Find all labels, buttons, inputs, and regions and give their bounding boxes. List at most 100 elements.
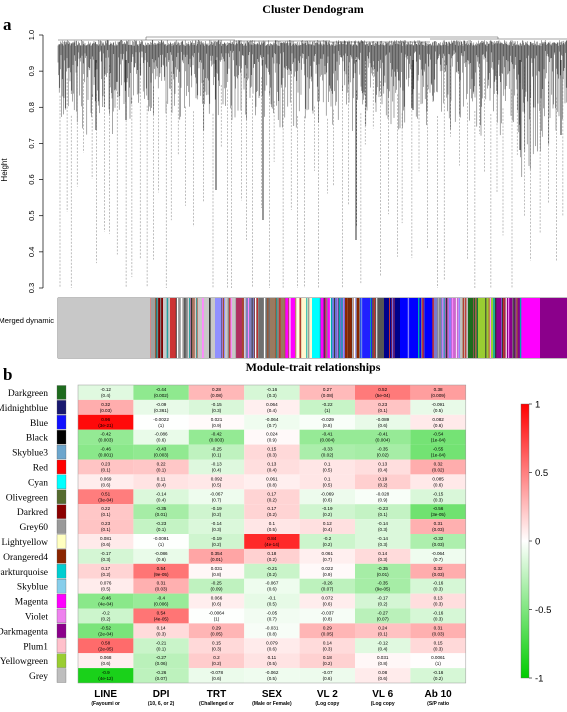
module-color-stripe — [394, 298, 395, 358]
module-color-stripe — [370, 298, 371, 358]
cell-correlation: 0.082 — [432, 417, 444, 422]
legend-tick-label: 0 — [535, 537, 540, 548]
cell-correlation: 0.15 — [434, 640, 443, 645]
cell-pvalue: (0.6) — [323, 602, 333, 607]
module-color-stripe — [255, 298, 256, 358]
cell-pvalue: (0.4) — [156, 482, 166, 487]
cell-pvalue: (0.8) — [323, 617, 333, 622]
cell-correlation: -0.1 — [268, 596, 276, 601]
cell-correlation: 0.54 — [157, 611, 166, 616]
cell-pvalue: (0.6) — [156, 438, 166, 443]
cell-pvalue: (0.9) — [212, 423, 222, 428]
row-label: Darkmagenta — [0, 627, 49, 637]
cell-correlation: 0.061 — [266, 476, 278, 481]
cell-correlation: 0.061 — [322, 551, 334, 556]
cell-correlation: 0.13 — [267, 462, 276, 467]
cell-correlation: 0.23 — [378, 402, 387, 407]
cell-correlation: -0.26 — [322, 581, 333, 586]
row-color-swatch — [57, 654, 66, 668]
cell-pvalue: (0.5) — [267, 602, 277, 607]
y-tick-label: 0.7 — [27, 138, 36, 148]
cell-pvalue: (0.003) — [209, 438, 224, 443]
cell-correlation: 0.14 — [378, 551, 387, 556]
module-color-stripe — [222, 298, 223, 358]
row-color-swatch — [57, 430, 66, 444]
legend-tick-label: 1 — [535, 400, 540, 411]
cell-pvalue: (0.8) — [323, 423, 333, 428]
row-label: Darkturquoise — [0, 568, 48, 578]
row-label: Plum1 — [23, 642, 48, 652]
module-color-stripe — [452, 298, 453, 358]
cell-correlation: 0.069 — [100, 476, 112, 481]
cell-pvalue: (0.2) — [378, 602, 388, 607]
cell-pvalue: (0.02) — [321, 453, 333, 458]
cell-pvalue: (0.3) — [212, 527, 222, 532]
column-label: TRT — [207, 689, 226, 700]
heatmap-color-legend: 10.50-0.5-1 — [521, 400, 551, 685]
module-color-stripe — [439, 298, 441, 358]
module-color-stripe — [196, 298, 197, 358]
cell-correlation: -0.2 — [102, 611, 110, 616]
module-color-stripe — [520, 298, 521, 358]
cell-pvalue: (0.3) — [433, 587, 443, 592]
dendrogram-leaves — [60, 60, 563, 288]
cell-correlation: -0.46 — [100, 596, 111, 601]
row-label: Red — [33, 463, 49, 473]
row-label: Violet — [25, 612, 49, 622]
cell-pvalue: (0.1) — [378, 408, 388, 413]
row-color-swatch — [57, 609, 66, 623]
cell-pvalue: (0.2) — [212, 661, 222, 666]
cell-pvalue: (0.8) — [378, 661, 388, 666]
cell-correlation: 0.1 — [269, 521, 276, 526]
cell-pvalue: (0.6) — [323, 497, 333, 502]
cell-pvalue: (0.7) — [267, 617, 277, 622]
module-color-stripe — [489, 298, 490, 358]
cell-correlation: -0.031 — [265, 625, 278, 630]
cell-pvalue: (0.05) — [210, 631, 222, 636]
cell-pvalue: (0.2) — [101, 617, 111, 622]
module-color-stripe — [203, 298, 204, 358]
cell-pvalue: (3e-21) — [98, 423, 113, 428]
cell-correlation: 0.13 — [434, 596, 443, 601]
cell-pvalue: (1) — [435, 661, 441, 666]
cell-pvalue: (2e-04) — [98, 631, 113, 636]
cell-correlation: 0.15 — [267, 447, 276, 452]
module-color-stripe — [356, 298, 357, 358]
cell-pvalue: (4e-12) — [98, 676, 113, 681]
cell-pvalue: (0.5) — [212, 482, 222, 487]
cell-correlation: 0.32 — [101, 402, 110, 407]
cell-correlation: 0.32 — [434, 462, 443, 467]
cell-pvalue: (0.8) — [212, 572, 222, 577]
module-color-bar-label: Merged dynamic — [0, 316, 54, 325]
cell-pvalue: (0.2) — [323, 542, 333, 547]
module-color-stripe — [437, 298, 438, 358]
row-color-swatch — [57, 639, 66, 653]
y-tick-label: 0.9 — [27, 66, 36, 76]
module-color-stripe — [506, 298, 507, 358]
cell-pvalue: (0.1) — [378, 631, 388, 636]
cell-pvalue: (0.5) — [267, 527, 277, 532]
cell-pvalue: (0.3) — [433, 497, 443, 502]
row-label: Darkgreen — [8, 389, 48, 399]
cell-pvalue: (0.6) — [156, 557, 166, 562]
module-color-stripe — [301, 298, 302, 358]
cell-correlation: 0.14 — [323, 640, 332, 645]
cell-pvalue: (2e-05) — [98, 646, 113, 651]
cell-pvalue: (0.5) — [101, 587, 111, 592]
row-label: Skyblue — [17, 583, 48, 593]
row-label: Magenta — [15, 598, 49, 608]
row-label: Lightyellow — [2, 538, 49, 548]
cell-correlation: -0.44 — [156, 387, 167, 392]
cell-pvalue: (0.4) — [212, 468, 222, 473]
cell-correlation: -0.14 — [377, 536, 388, 541]
cell-correlation: -0.14 — [156, 491, 167, 496]
cell-pvalue: (1e-04) — [431, 453, 446, 458]
module-color-stripe — [349, 298, 350, 358]
cell-correlation: -0.078 — [210, 670, 223, 675]
panel-b-letter: b — [3, 365, 12, 384]
cell-pvalue: (0.006) — [154, 602, 169, 607]
module-color-stripe — [343, 298, 344, 358]
cell-correlation: -0.12 — [377, 640, 388, 645]
module-color-stripe — [422, 298, 424, 358]
row-color-swatch — [57, 520, 66, 534]
